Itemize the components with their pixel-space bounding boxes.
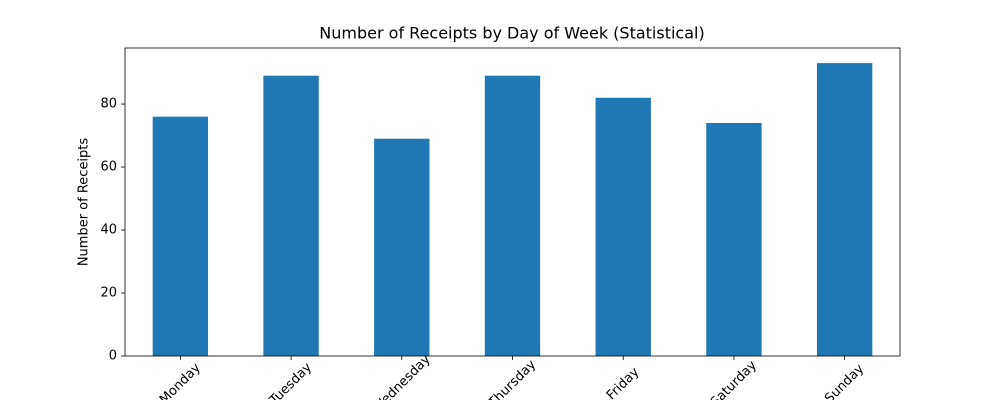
x-tick-label: Friday [604,365,643,400]
bar [706,122,762,356]
y-tick-label: 40 [100,223,117,238]
x-tick-label: Tuesday [266,360,315,400]
bar [374,138,430,356]
y-tick-label: 80 [100,97,117,112]
bar [816,63,873,356]
y-tick-label: 20 [100,286,117,301]
y-tick-label: 0 [109,349,117,364]
x-tick-label: Sunday [822,361,867,400]
y-tick-label: 60 [100,160,117,175]
plot-frame [124,47,901,357]
x-tick-label: Monday [157,360,204,400]
bar [152,116,209,357]
x-tick-label: Thursday [485,357,539,400]
bar [484,75,541,357]
x-tick-label: Saturday [708,358,760,400]
bar [263,75,319,357]
chart-title: Number of Receipts by Day of Week (Stati… [319,24,704,43]
y-axis-label: Number of Receipts [77,138,92,267]
bar [595,97,651,356]
